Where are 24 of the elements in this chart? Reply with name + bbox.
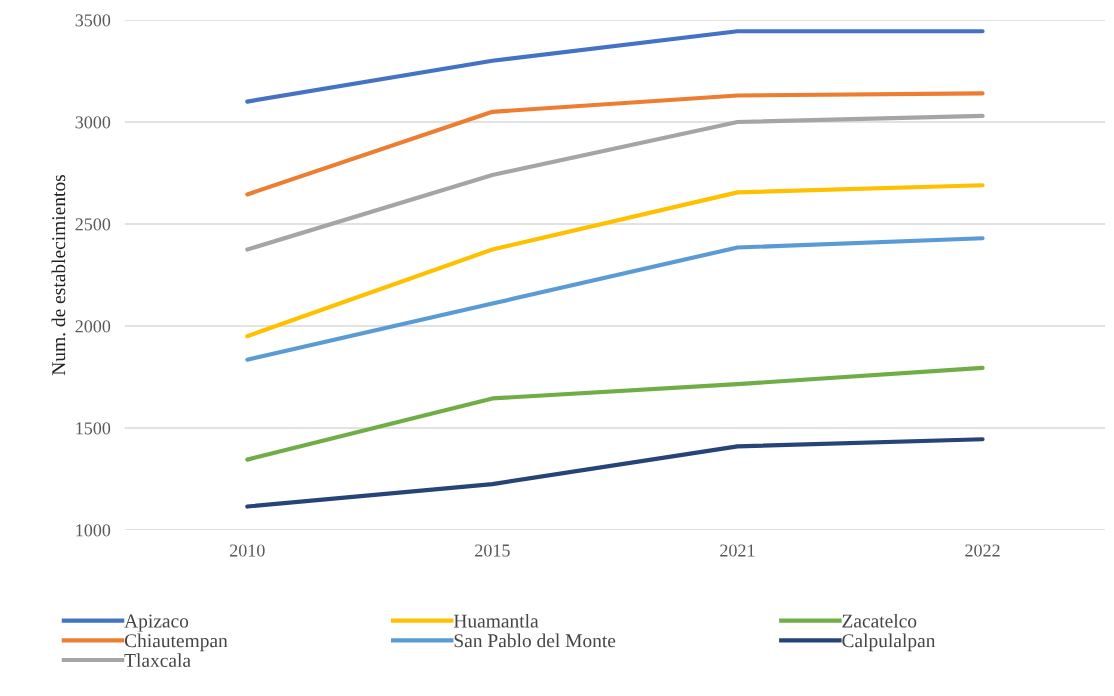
legend-label: Zacatelco <box>842 613 917 628</box>
legend-label: Chiautempan <box>124 633 228 652</box>
legend-label: Apizaco <box>124 614 189 632</box>
line-series <box>245 236 985 362</box>
line-series <box>245 365 985 462</box>
line-series <box>245 91 985 197</box>
legend-label: Calpulalpan <box>842 633 936 652</box>
legend-label: Tlaxcala <box>124 653 191 667</box>
y-tick-label: 1000 <box>76 524 111 537</box>
y-tick-label: 3500 <box>75 14 111 27</box>
y-tick-label: 3000 <box>75 116 111 129</box>
y-tick-label: 2000 <box>75 320 111 333</box>
y-tick-label: 1500 <box>76 422 111 435</box>
legend-label: Huamantla <box>453 613 539 628</box>
line-series <box>245 183 985 339</box>
legend-label: San Pablo del Monte <box>454 633 616 648</box>
line-series <box>245 113 985 252</box>
x-tick-label: 2010 <box>230 544 265 557</box>
x-tick-label: 2021 <box>720 544 755 557</box>
x-tick-label: 2015 <box>475 544 510 557</box>
y-tick-label: 2500 <box>75 218 111 231</box>
y-axis-title: Num. de establecimientos <box>51 175 66 376</box>
x-tick-label: 2022 <box>965 544 1000 557</box>
line-series <box>245 437 985 509</box>
